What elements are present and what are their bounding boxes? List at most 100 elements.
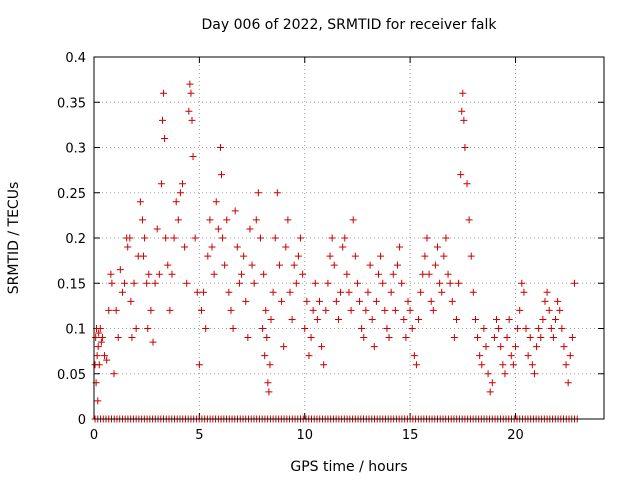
data-point (140, 252, 148, 260)
data-point (143, 279, 151, 287)
data-point (425, 270, 433, 278)
data-point (114, 334, 122, 342)
data-point (560, 343, 568, 351)
data-point (219, 234, 227, 242)
data-point (507, 352, 515, 360)
data-point (377, 252, 385, 260)
data-point (547, 325, 555, 332)
data-point (161, 134, 169, 142)
data-point (356, 297, 364, 305)
data-point (311, 279, 319, 287)
data-point (149, 338, 157, 346)
data-point (358, 325, 366, 332)
data-point (259, 325, 267, 332)
data-point (343, 270, 351, 278)
data-point (337, 288, 345, 296)
data-point (476, 352, 484, 360)
data-point (440, 252, 448, 260)
data-point (379, 279, 387, 287)
data-point (238, 270, 246, 278)
data-point (436, 279, 444, 287)
data-point (459, 89, 467, 97)
data-point (503, 334, 511, 342)
data-point (526, 334, 534, 342)
data-point (121, 279, 129, 287)
data-point (381, 306, 389, 314)
data-point (168, 270, 176, 278)
data-point (315, 297, 323, 305)
data-point (554, 297, 562, 305)
data-point (495, 325, 503, 332)
data-point (141, 234, 149, 242)
x-tick-label: 5 (195, 428, 203, 443)
data-point (372, 297, 380, 305)
y-tick-label: 0.2 (65, 232, 86, 247)
data-point (223, 216, 231, 224)
data-point (97, 338, 105, 346)
data-point (533, 343, 541, 351)
data-point (204, 252, 212, 260)
data-point (410, 352, 418, 360)
data-point (458, 107, 466, 115)
data-point (402, 334, 410, 342)
data-point (95, 361, 103, 369)
data-point (385, 334, 393, 342)
data-point (366, 261, 374, 269)
data-point (334, 315, 342, 323)
data-point (552, 315, 560, 323)
data-point (262, 306, 270, 314)
data-point (186, 80, 194, 88)
data-point (174, 216, 182, 224)
data-point (398, 279, 406, 287)
y-tick-label: 0.3 (65, 142, 86, 157)
data-point (570, 279, 578, 287)
data-point (497, 343, 505, 351)
data-point (172, 198, 180, 206)
data-point (499, 361, 507, 369)
data-point (193, 288, 201, 296)
data-point (108, 279, 116, 287)
data-point (101, 352, 109, 360)
data-point (288, 315, 296, 323)
data-point (537, 334, 545, 342)
data-point (427, 297, 435, 305)
data-point (160, 89, 168, 97)
data-point (264, 379, 272, 387)
data-point (368, 315, 376, 323)
data-point (391, 306, 399, 314)
data-point (501, 370, 509, 378)
data-point (345, 288, 353, 296)
data-point (400, 315, 408, 323)
data-point (216, 144, 224, 151)
data-point (299, 270, 307, 278)
data-point (463, 180, 471, 188)
data-point (118, 288, 126, 296)
data-point (318, 343, 326, 351)
data-point (103, 356, 111, 364)
data-point (556, 306, 564, 314)
data-point (138, 216, 146, 224)
data-point (256, 234, 264, 242)
grid-lines (93, 56, 604, 420)
data-point (461, 144, 469, 151)
data-point (370, 343, 378, 351)
data-point (493, 315, 501, 323)
data-point (484, 370, 492, 378)
data-point (92, 334, 100, 342)
data-point (130, 279, 138, 287)
data-point (240, 252, 248, 260)
data-point (267, 315, 275, 323)
data-point (280, 343, 288, 351)
data-point (195, 361, 203, 369)
data-point (320, 361, 328, 369)
data-point (208, 243, 216, 251)
data-point (212, 198, 220, 206)
data-point (558, 325, 566, 332)
data-point (339, 243, 347, 251)
data-point (539, 315, 547, 323)
data-point (360, 334, 368, 342)
data-point (490, 334, 498, 342)
data-point (260, 270, 268, 278)
data-points (91, 80, 581, 423)
